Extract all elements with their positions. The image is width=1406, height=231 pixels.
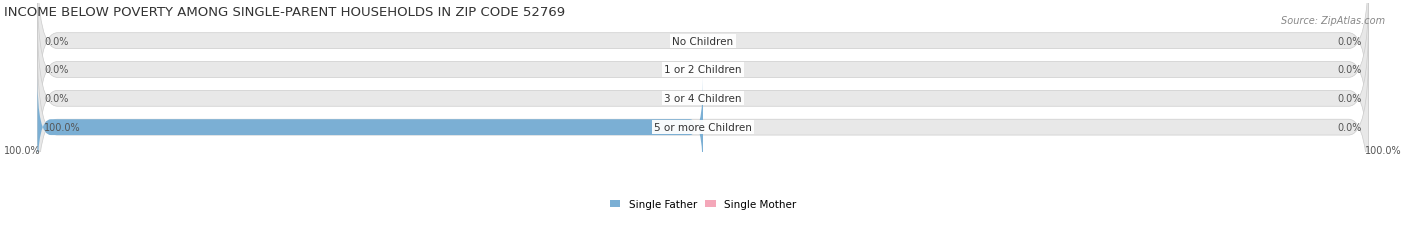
FancyBboxPatch shape <box>38 0 1368 120</box>
Text: Source: ZipAtlas.com: Source: ZipAtlas.com <box>1281 16 1385 26</box>
Text: 0.0%: 0.0% <box>1337 94 1362 104</box>
Text: INCOME BELOW POVERTY AMONG SINGLE-PARENT HOUSEHOLDS IN ZIP CODE 52769: INCOME BELOW POVERTY AMONG SINGLE-PARENT… <box>4 6 565 18</box>
Text: 0.0%: 0.0% <box>1337 36 1362 46</box>
Text: 0.0%: 0.0% <box>44 94 69 104</box>
Legend: Single Father, Single Mother: Single Father, Single Mother <box>606 195 800 213</box>
Text: 100.0%: 100.0% <box>1365 146 1402 155</box>
Text: 5 or more Children: 5 or more Children <box>654 123 752 133</box>
Text: 0.0%: 0.0% <box>1337 123 1362 133</box>
Text: 0.0%: 0.0% <box>1337 65 1362 75</box>
Text: 1 or 2 Children: 1 or 2 Children <box>664 65 742 75</box>
FancyBboxPatch shape <box>38 21 1368 177</box>
FancyBboxPatch shape <box>38 0 1368 148</box>
Text: No Children: No Children <box>672 36 734 46</box>
FancyBboxPatch shape <box>38 49 1368 206</box>
FancyBboxPatch shape <box>38 78 703 177</box>
Text: 100.0%: 100.0% <box>4 146 41 155</box>
Text: 0.0%: 0.0% <box>44 36 69 46</box>
Text: 3 or 4 Children: 3 or 4 Children <box>664 94 742 104</box>
Text: 0.0%: 0.0% <box>44 65 69 75</box>
Text: 100.0%: 100.0% <box>44 123 80 133</box>
